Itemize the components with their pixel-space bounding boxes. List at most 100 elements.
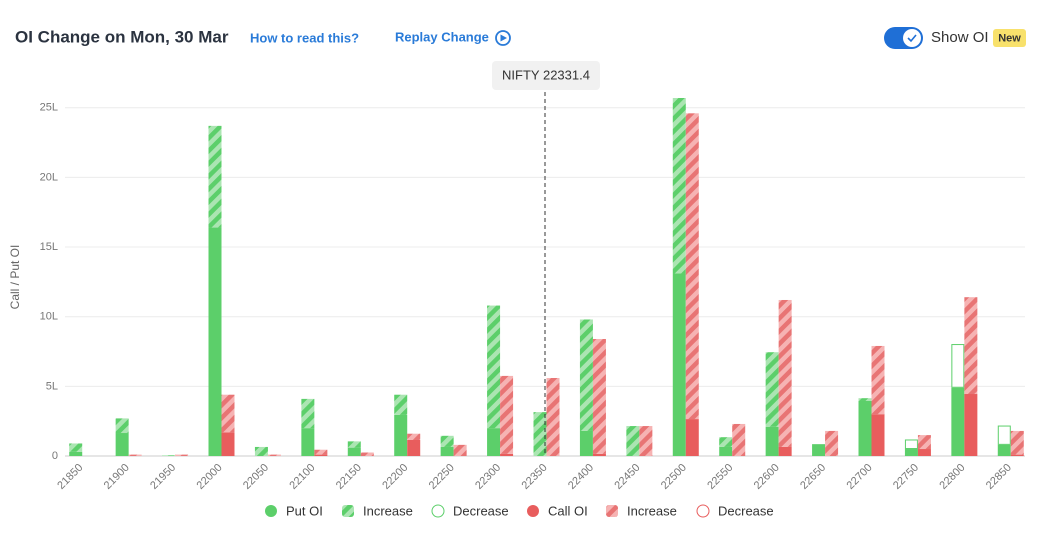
oi-bar [314,454,328,456]
oi-bar [904,449,918,456]
oi-bar [812,444,826,456]
x-tick-label: 21950 [148,462,178,492]
increase-bar [69,443,83,452]
increase-bar [347,441,361,448]
increase-bar [221,394,235,433]
increase-bar [579,319,593,431]
oi-bar [778,446,792,456]
x-tick-label: 22650 [798,462,828,492]
increase-bar [360,452,374,456]
decrease-bar [997,425,1011,445]
increase-bar [500,375,514,454]
decrease-bar [904,439,918,450]
oi-bar [964,394,978,456]
increase-bar [453,444,467,456]
y-tick-label: 0 [52,450,58,462]
x-tick-label: 22500 [659,462,689,492]
legend-label: Increase [363,503,413,518]
x-tick-label: 22450 [612,462,642,492]
increase-bar [254,446,268,456]
oi-bar [579,430,593,456]
increase-bar [407,433,421,440]
x-tick-label: 22000 [195,462,225,492]
increase-bar [672,98,686,274]
oi-bar [765,426,779,456]
legend-swatch [342,505,354,517]
oi-bar [394,414,408,456]
increase-bar [162,455,176,456]
increase-bar [267,454,281,456]
spot-label: NIFTY 22331.4 [502,67,590,82]
chart-title: OI Change on Mon, 30 Mar [15,27,229,46]
oi-bar [115,433,129,456]
y-tick-label: 25L [40,102,58,114]
y-tick-label: 10L [40,311,58,323]
x-tick-label: 22200 [380,462,410,492]
y-axis-title: Call / Put OI [8,245,22,310]
replay-link[interactable]: Replay Change [395,29,489,44]
legend-label: Call OI [548,503,588,518]
oi-bar [407,439,421,456]
increase-bar [440,435,454,447]
increase-bar [732,423,746,456]
x-tick-label: 22300 [473,462,503,492]
legend-swatch [696,504,710,518]
y-tick-label: 15L [40,241,58,253]
x-tick-label: 22700 [845,462,875,492]
oi-bar [208,227,222,456]
increase-bar [487,305,501,429]
x-tick-label: 22850 [984,462,1014,492]
oi-bar [672,273,686,456]
toggle[interactable] [884,27,923,49]
increase-bar [858,398,872,401]
x-tick-label: 22350 [520,462,550,492]
help-link[interactable]: How to read this? [250,30,359,45]
y-tick-label: 5L [46,380,58,392]
increase-bar [964,297,978,395]
oi-bar [719,446,733,456]
replay-icon[interactable] [495,30,511,46]
x-tick-label: 22050 [241,462,271,492]
increase-bar [765,352,779,427]
increase-bar [685,113,699,420]
legend-label: Put OI [286,503,323,518]
legend-swatch [265,505,277,517]
x-tick-label: 22600 [752,462,782,492]
increase-bar [128,454,142,456]
badge-bg [993,29,1026,47]
x-tick-label: 22550 [705,462,735,492]
increase-bar [719,437,733,447]
legend-label: Decrease [453,503,509,518]
increase-bar [778,299,792,447]
oi-bar [69,451,83,456]
increase-bar [639,426,653,456]
oi-bar [997,444,1011,456]
legend-swatch [606,505,618,517]
oi-bar [917,449,931,456]
x-tick-label: 22750 [891,462,921,492]
decrease-bar [951,344,965,388]
increase-bar [208,125,222,228]
badge: New [998,32,1021,44]
increase-bar [394,394,408,415]
oi-bar [221,432,235,456]
legend-label: Decrease [718,503,774,518]
increase-bar [115,418,129,434]
oi-bar [500,453,514,456]
x-tick-label: 22800 [937,462,967,492]
legend-label: Increase [627,503,677,518]
oi-bar [487,428,501,456]
increase-bar [314,449,328,455]
legend-swatch [431,504,445,518]
oi-bar [951,387,965,456]
increase-bar [592,338,606,454]
increase-bar [871,345,885,415]
x-tick-label: 22400 [566,462,596,492]
spot-box [492,61,600,90]
toggle-label: Show OI [931,29,989,46]
oi-bar [592,453,606,456]
x-tick-label: 22250 [427,462,457,492]
x-tick-label: 22100 [287,462,317,492]
oi-bar [1010,454,1024,456]
x-tick-label: 22150 [334,462,364,492]
